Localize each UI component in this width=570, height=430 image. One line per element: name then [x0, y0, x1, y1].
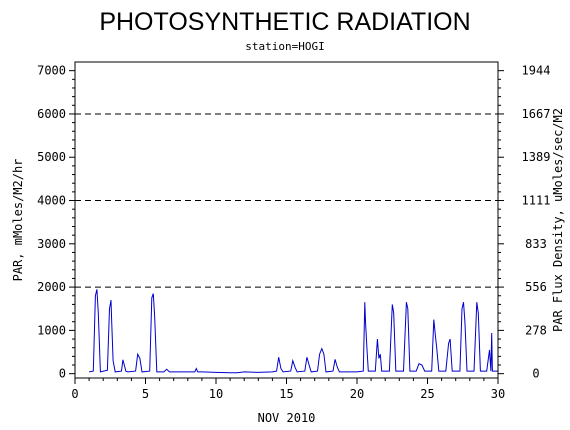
- y-tick-label-left: 0: [59, 367, 66, 381]
- y-tick-label-left: 2000: [37, 280, 66, 294]
- y-tick-label-right: 1667: [522, 107, 551, 121]
- y-tick-label-left: 1000: [37, 323, 66, 337]
- y-tick-label-left: 6000: [37, 107, 66, 121]
- y-tick-label-right: 833: [525, 237, 547, 251]
- bottom-axis: 0 5 10 15 20 25 30: [71, 378, 505, 401]
- y-tick-label-right: 1944: [522, 64, 551, 78]
- y-tick-label-right: 1111: [522, 194, 551, 208]
- right-axis: 0 278 556 833 1111 1389 1667 1944: [498, 64, 550, 381]
- x-tick-label: 5: [142, 387, 149, 401]
- x-tick-label: 30: [491, 387, 505, 401]
- y-tick-label-right: 0: [532, 367, 539, 381]
- y-tick-label-left: 4000: [37, 194, 66, 208]
- x-axis-label: NOV 2010: [258, 411, 316, 425]
- chart-subtitle: station=HOGI: [245, 40, 324, 53]
- y-tick-label-left: 7000: [37, 64, 66, 78]
- y-tick-label-left: 5000: [37, 150, 66, 164]
- x-tick-label: 20: [350, 387, 364, 401]
- x-tick-label: 10: [209, 387, 223, 401]
- chart-title: PHOTOSYNTHETIC RADIATION: [99, 8, 470, 36]
- x-tick-label: 15: [279, 387, 293, 401]
- x-tick-label: 25: [420, 387, 434, 401]
- y-tick-label-right: 278: [525, 323, 547, 337]
- y-axis-label-right: PAR Flux Density, uMoles/sec/M2: [551, 108, 565, 332]
- series-group: [89, 289, 498, 374]
- y-tick-label-right: 556: [525, 280, 547, 294]
- series-line: [89, 289, 498, 374]
- y-tick-label-right: 1389: [522, 150, 551, 164]
- left-axis: 0 1000 2000 3000 4000 5000 6000 7000: [37, 64, 75, 381]
- y-axis-label-left: PAR, mMoles/M2/hr: [11, 159, 25, 282]
- y-tick-label-left: 3000: [37, 237, 66, 251]
- x-tick-label: 0: [71, 387, 78, 401]
- grid-lines: [75, 113, 498, 288]
